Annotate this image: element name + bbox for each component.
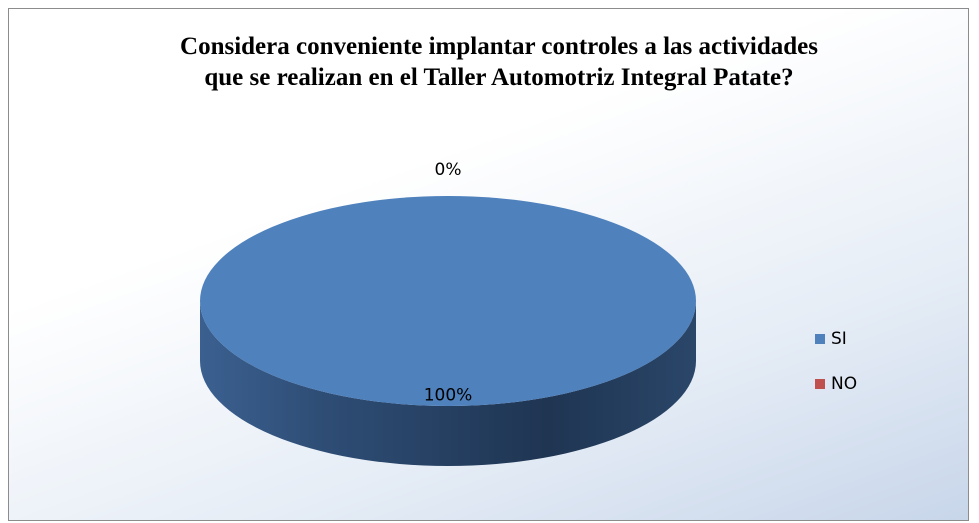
chart-title: Considera conveniente implantar controle… [180,33,818,91]
legend-swatch [815,334,825,344]
legend-swatch [815,379,825,389]
data-label: 0% [435,160,462,180]
chart-area: Considera conveniente implantar controle… [8,8,969,521]
pie-side [200,301,696,466]
data-label: 100% [424,386,473,406]
pie-slice [200,196,696,406]
legend-label: NO [831,374,857,394]
legend-label: SI [831,329,847,349]
chart: 100% 0% SI NO [200,160,857,466]
